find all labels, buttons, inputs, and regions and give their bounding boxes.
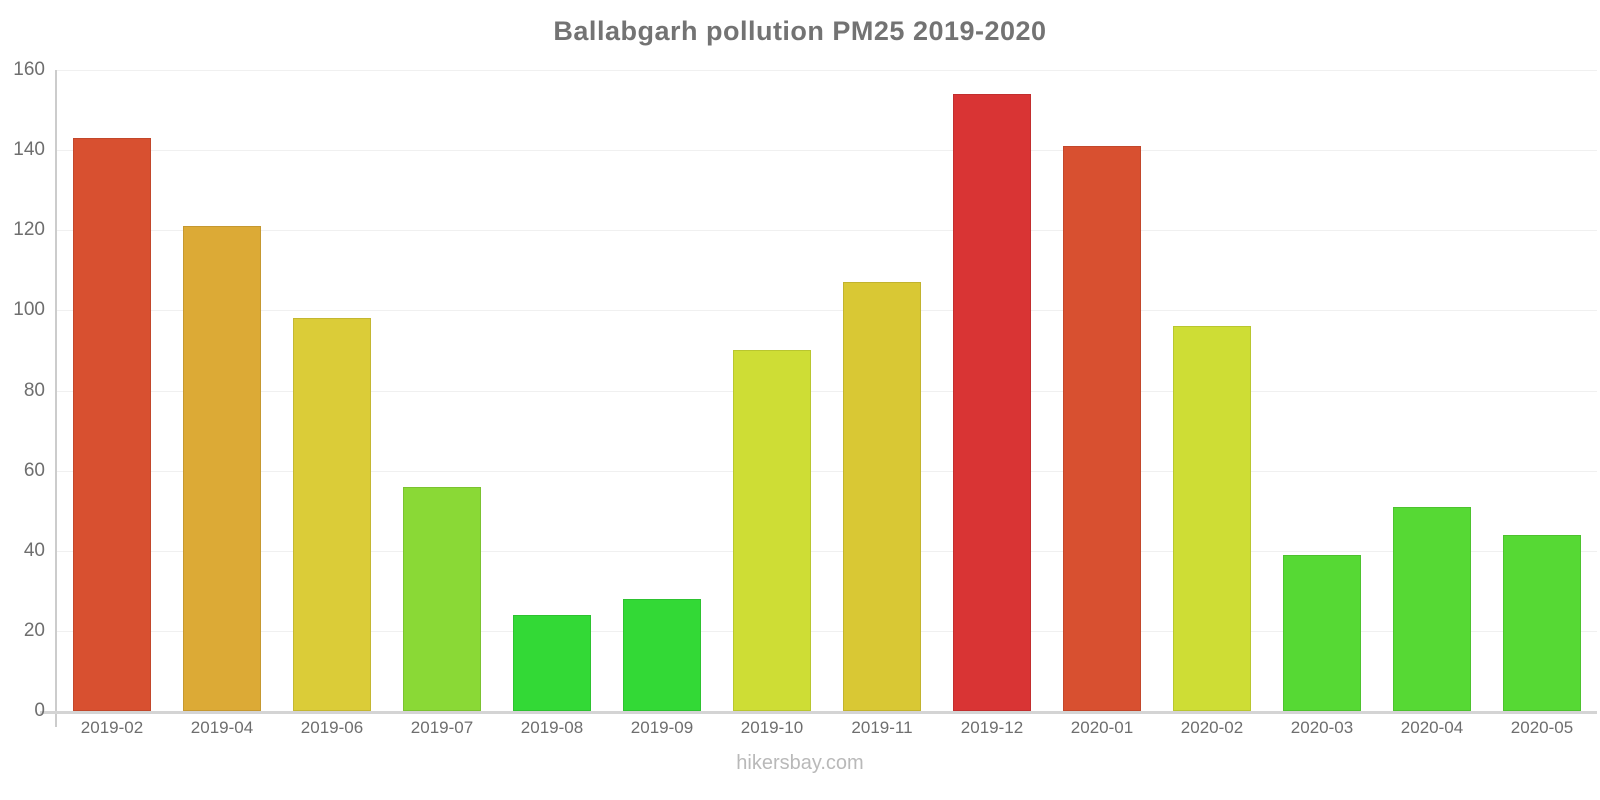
gridline bbox=[57, 150, 1597, 152]
bar[interactable] bbox=[183, 226, 261, 711]
gridline bbox=[57, 70, 1597, 71]
x-axis-label: 2019-12 bbox=[960, 718, 1024, 737]
x-axis-label: 2019-02 bbox=[80, 718, 144, 737]
gridline bbox=[57, 550, 1597, 552]
bar[interactable] bbox=[403, 486, 481, 711]
bar[interactable] bbox=[1393, 506, 1471, 711]
bar[interactable] bbox=[1063, 146, 1141, 711]
bar[interactable] bbox=[733, 350, 811, 711]
footer-watermark: hikersbay.com bbox=[736, 752, 864, 774]
x-axis-label: 2020-03 bbox=[1290, 718, 1354, 737]
x-axis-label: 2019-10 bbox=[740, 718, 804, 737]
y-axis-tick-label: 100 bbox=[13, 299, 45, 321]
x-axis-label: 2020-05 bbox=[1510, 718, 1574, 737]
y-axis-tick-label: 160 bbox=[13, 59, 45, 80]
gridline bbox=[57, 390, 1597, 392]
y-axis-tick-label: 80 bbox=[23, 379, 45, 401]
bar[interactable] bbox=[1503, 534, 1581, 711]
x-axis-label: 2019-06 bbox=[300, 718, 364, 737]
y-axis-tick-label: 120 bbox=[13, 219, 45, 241]
gridline bbox=[57, 630, 1597, 632]
x-axis-line bbox=[40, 711, 1597, 714]
gridline bbox=[57, 310, 1597, 312]
y-axis-tick-label: 140 bbox=[13, 139, 45, 161]
bar[interactable] bbox=[623, 598, 701, 711]
chart-title: Ballabgarh pollution PM25 2019-2020 bbox=[553, 16, 1047, 46]
bar[interactable] bbox=[953, 94, 1031, 711]
x-axis-label: 2019-08 bbox=[520, 718, 584, 737]
x-axis-label: 2020-02 bbox=[1180, 718, 1244, 737]
y-axis-tick-label: 60 bbox=[23, 459, 45, 481]
bar[interactable] bbox=[73, 138, 151, 711]
bar[interactable] bbox=[293, 318, 371, 711]
bar[interactable] bbox=[1173, 326, 1251, 711]
x-axis-label: 2019-09 bbox=[630, 718, 694, 737]
bar[interactable] bbox=[1283, 554, 1361, 711]
x-axis-label: 2019-04 bbox=[190, 718, 254, 737]
y-axis-tick-label: 40 bbox=[23, 539, 45, 561]
x-axis-label: 2019-11 bbox=[851, 718, 913, 737]
y-axis-tick-label: 20 bbox=[23, 619, 45, 641]
bar[interactable] bbox=[843, 282, 921, 711]
y-axis-line bbox=[55, 70, 57, 727]
y-axis-tick-label: 0 bbox=[34, 700, 45, 721]
plot-area: 2019-02 2019-04 2019-06 2019-07 2019-08 2019-… bbox=[57, 70, 1597, 737]
x-axis-label: 2020-01 bbox=[1070, 718, 1134, 737]
x-axis-label: 2020-04 bbox=[1400, 718, 1464, 737]
bar[interactable] bbox=[513, 614, 591, 711]
gridline bbox=[57, 230, 1597, 232]
x-axis-label: 2019-07 bbox=[410, 718, 474, 737]
gridline bbox=[57, 470, 1597, 472]
